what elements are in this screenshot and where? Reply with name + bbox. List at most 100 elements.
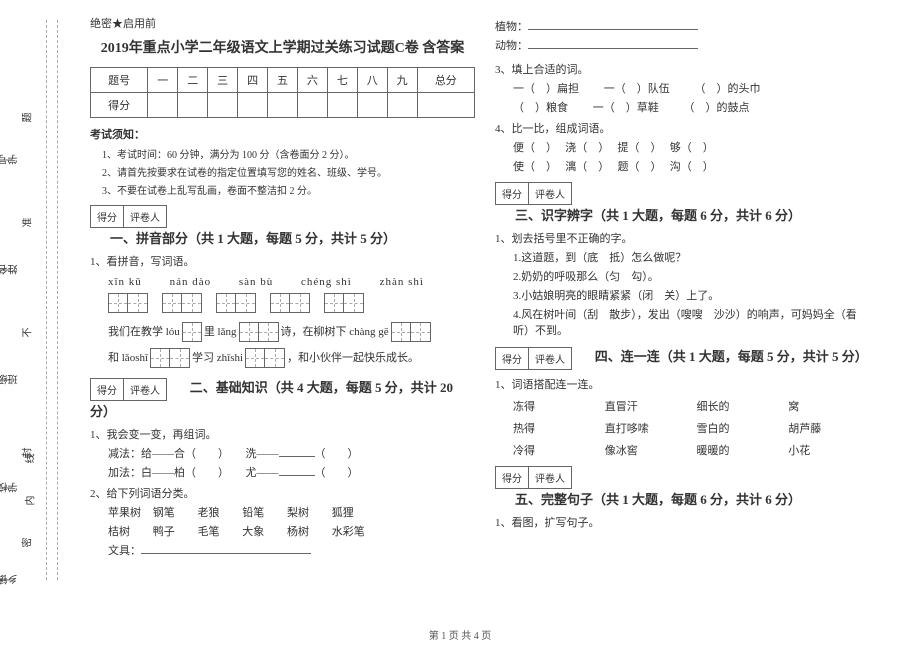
- opt: 大象: [242, 523, 284, 539]
- grade-rater: 评卷人: [529, 347, 572, 370]
- t: 提（: [618, 142, 640, 154]
- cell: 题号: [91, 68, 148, 93]
- txt: 加法：白——柏（: [108, 467, 196, 479]
- opt: 钢笔: [153, 504, 195, 520]
- m: 暖暖的: [697, 442, 789, 458]
- t: （: [695, 83, 706, 95]
- line: 加法：白——柏（ ） 尤——（ ）: [108, 464, 475, 480]
- txt: 文具：: [108, 545, 141, 557]
- t: ）: [651, 142, 657, 154]
- txt: 和 lǎoshī: [108, 347, 148, 369]
- grade-rater: 评卷人: [124, 205, 167, 228]
- opt: 老狼: [198, 504, 240, 520]
- q5-prompt: 1、看图，扩写句子。: [495, 514, 880, 530]
- m: 胡芦藤: [788, 420, 880, 436]
- t: 一（: [604, 83, 626, 95]
- blank: [279, 447, 315, 457]
- left-column: 绝密★启用前 2019年重点小学二年级语文上学期过关练习试题C卷 含答案 题号 …: [80, 10, 485, 590]
- m: 直打哆嗦: [605, 420, 697, 436]
- cell: 三: [208, 68, 238, 93]
- tianzige: [216, 293, 236, 313]
- m: 冻得: [513, 398, 605, 414]
- txt: ，和小伙伴一起快乐成长。: [287, 347, 419, 369]
- notice-item: 3、不要在试卷上乱写乱画，卷面不整洁扣 2 分。: [90, 182, 475, 197]
- tianzige-row: [90, 293, 475, 313]
- t: ）: [546, 161, 552, 173]
- q2-2-prompt: 2、给下列词语分类。: [90, 485, 475, 501]
- notice-header: 考试须知：: [90, 126, 475, 142]
- cat-line: 文具：: [108, 542, 475, 558]
- cell: 四: [238, 68, 268, 93]
- grade-box: 得分 评卷人: [495, 466, 572, 489]
- t: ）: [651, 161, 657, 173]
- notice-item: 2、请首先按要求在试卷的指定位置填写您的姓名、班级、学号。: [90, 164, 475, 179]
- q3-prompt: 1、划去括号里不正确的字。: [495, 230, 880, 246]
- t: ）: [703, 142, 714, 154]
- line: 使（ ） 漓（ ） 题（ ） 沟（ ）: [513, 158, 880, 174]
- q2-3-prompt: 3、填上合适的词。: [495, 61, 880, 77]
- opt: 鸭子: [153, 523, 195, 539]
- t: 沟（: [670, 161, 692, 173]
- grade-box: 得分 评卷人: [495, 182, 572, 205]
- fold-line: [57, 20, 58, 580]
- q2-1-prompt: 1、我会变一变，再组词。: [90, 426, 475, 442]
- item: 3.小姑娘明亮的眼睛紧紧（闭 关）上了。: [513, 287, 880, 303]
- line: （ ）粮食 一（ ）草鞋 （ ）的鼓点: [513, 99, 880, 115]
- t: ）: [598, 142, 604, 154]
- t: ）扁担: [546, 83, 579, 95]
- txt: ） 洗——: [218, 448, 279, 460]
- txt: ） 尤——: [218, 467, 279, 479]
- t: ）的鼓点: [706, 102, 750, 114]
- q2-4-prompt: 4、比一比，组成词语。: [495, 120, 880, 136]
- table-row: 题号 一 二 三 四 五 六 七 八 九 总分: [91, 68, 475, 93]
- t: 便（: [513, 142, 535, 154]
- grade-score: 得分: [495, 182, 529, 205]
- opts-row: 苹果树 钢笔 老狼 铅笔 梨树 狐狸: [108, 504, 475, 520]
- grade-box: 得分 评卷人: [495, 347, 572, 370]
- match-row: 热得 直打哆嗦 雪白的 胡芦藤: [513, 420, 880, 436]
- bm-dot: 线: [22, 454, 37, 464]
- txt: 植物：: [495, 21, 528, 33]
- grade-score: 得分: [495, 466, 529, 489]
- section-title: 三、识字辨字（共 1 大题，每题 6 分，共计 6 分）: [515, 208, 801, 223]
- opt: 毛笔: [198, 523, 240, 539]
- t: ）: [703, 161, 714, 173]
- section-4-header: 得分 评卷人 四、连一连（共 1 大题，每题 5 分，共计 5 分）: [495, 346, 880, 370]
- opt: 桔树: [108, 523, 150, 539]
- cat-line: 动物：: [495, 37, 880, 53]
- tianzige: [290, 293, 310, 313]
- t: （: [513, 102, 524, 114]
- blank: [528, 20, 698, 30]
- t: （: [684, 102, 695, 114]
- bm-dot: 不: [19, 328, 34, 338]
- q4-prompt: 1、词语搭配连一连。: [495, 376, 880, 392]
- line: 便（ ） 浇（ ） 提（ ） 够（ ）: [513, 139, 880, 155]
- section-title: 五、完整句子（共 1 大题，每题 6 分，共计 6 分）: [515, 492, 801, 507]
- line: 减法：给——合（ ） 洗——（ ）: [108, 445, 475, 461]
- t: 题（: [618, 161, 640, 173]
- cell: 得分: [91, 93, 148, 118]
- tianzige: [108, 293, 128, 313]
- bm-dot: 密: [19, 538, 34, 548]
- sentence-line: 和 lǎoshī 学习 zhīshi ，和小伙伴一起快乐成长。: [108, 347, 475, 369]
- tianzige: [411, 322, 431, 342]
- t: 使（: [513, 161, 535, 173]
- grade-score: 得分: [90, 205, 124, 228]
- cell: 总分: [417, 68, 474, 93]
- tianzige: [236, 293, 256, 313]
- m: 直冒汗: [605, 398, 697, 414]
- txt: 学习 zhīshi: [192, 347, 243, 369]
- grade-box: 得分 评卷人: [90, 205, 167, 228]
- t: 一（: [593, 102, 615, 114]
- m: 窝: [788, 398, 880, 414]
- t: ）草鞋: [626, 102, 659, 114]
- tianzige: [344, 293, 364, 313]
- txt: 减法：给——合（: [108, 448, 196, 460]
- cell: 五: [268, 68, 298, 93]
- t: 一（: [513, 83, 535, 95]
- t: ）的头巾: [717, 83, 761, 95]
- txt: 里 lǎng: [204, 321, 237, 343]
- section-2-header: 得分 评卷人 二、基础知识（共 4 大题，每题 5 分，共计 20 分）: [90, 377, 475, 420]
- grade-rater: 评卷人: [124, 378, 167, 401]
- grade-box: 得分 评卷人: [90, 378, 167, 401]
